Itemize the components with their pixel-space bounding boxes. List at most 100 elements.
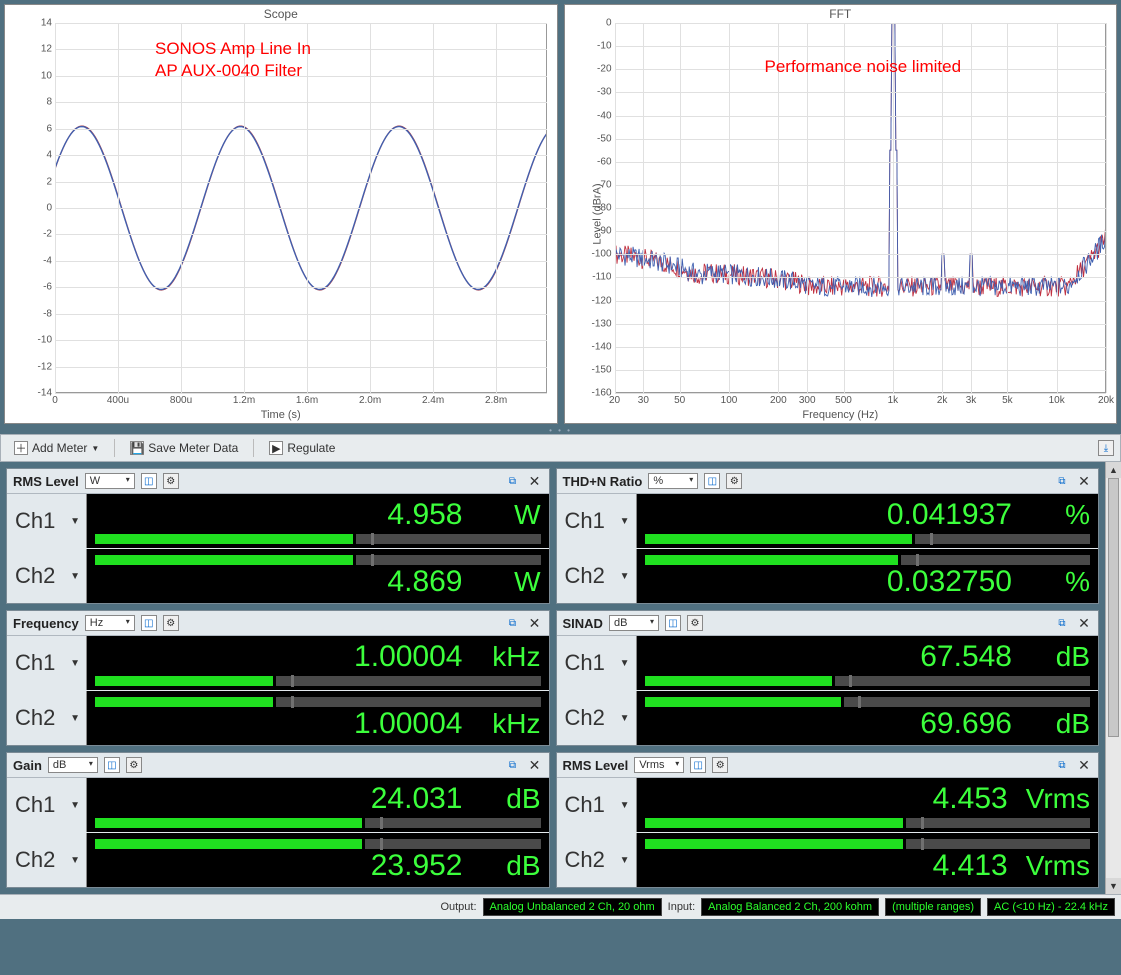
dropdown-caret-icon: ▼ [70,658,80,669]
channel-bargraph [95,839,541,849]
popout-icon[interactable]: ⧉ [1054,615,1070,631]
fft-xlabel: Frequency (Hz) [802,409,878,421]
channel-readout: 4.958W [87,494,549,548]
scrollbar-thumb[interactable] [1108,478,1119,737]
channel-label[interactable]: Ch1▼ [7,494,87,548]
popout-icon[interactable]: ⧉ [505,757,521,773]
channel-value: 4.869 [387,565,462,599]
input-status[interactable]: Analog Balanced 2 Ch, 200 kohm [701,898,879,916]
ytick: -10 [38,335,55,346]
xtick: 500 [835,393,852,406]
channel-readout: 4.453 Vrms [637,778,1099,832]
channel-unit: W [481,566,541,598]
channel-bargraph [95,697,541,707]
channel-label[interactable]: Ch2▼ [557,549,637,603]
status-bar: Output: Analog Unbalanced 2 Ch, 20 ohm I… [0,894,1121,919]
channel-label[interactable]: Ch2▼ [557,833,637,887]
close-icon[interactable]: ✕ [1076,473,1092,489]
xtick: 200 [770,393,787,406]
channel-label[interactable]: Ch2▼ [7,833,87,887]
close-icon[interactable]: ✕ [1076,757,1092,773]
channel-label[interactable]: Ch1▼ [7,636,87,690]
unit-select[interactable]: W▾ [85,473,135,489]
gear-icon[interactable]: ⚙ [163,615,179,631]
ytick: -60 [597,156,614,167]
unit-select[interactable]: dB▾ [609,615,659,631]
ytick: -30 [597,87,614,98]
popout-icon[interactable]: ⧉ [1054,757,1070,773]
meter-header: GaindB▾◫⚙⧉✕ [7,753,549,778]
close-icon[interactable]: ✕ [527,757,543,773]
channel-value: 4.453 [933,782,1008,816]
ytick: -80 [597,203,614,214]
gear-icon[interactable]: ⚙ [687,615,703,631]
chart-icon[interactable]: ◫ [704,473,720,489]
regulate-label: Regulate [287,441,335,455]
ytick: 8 [46,97,55,108]
channel-unit: Vrms [1026,783,1090,815]
regulate-button[interactable]: ▶ Regulate [262,438,342,458]
popout-icon[interactable]: ⧉ [505,615,521,631]
xtick: 50 [674,393,685,406]
channel-label[interactable]: Ch1▼ [557,636,637,690]
channel-readout: 0.041937% [637,494,1099,548]
popout-icon[interactable]: ⧉ [1054,473,1070,489]
channel-label[interactable]: Ch2▼ [557,691,637,745]
meter-header: SINADdB▾◫⚙⧉✕ [557,611,1099,636]
dropdown-caret-icon: ▼ [91,444,99,453]
fft-plot-area[interactable]: -160-150-140-130-120-110-100-90-80-70-60… [615,23,1107,393]
close-icon[interactable]: ✕ [527,615,543,631]
unit-select[interactable]: Vrms▾ [634,757,684,773]
channel-label[interactable]: Ch2▼ [7,549,87,603]
channel-value: 1.00004 [354,707,462,741]
channel-label[interactable]: Ch2▼ [7,691,87,745]
channel-label[interactable]: Ch1▼ [557,494,637,548]
meter-panel-sinad: SINADdB▾◫⚙⧉✕Ch1▼67.548dBCh2▼69.696dB [556,610,1100,746]
dropdown-caret-icon: ▼ [620,800,630,811]
channel-row: Ch1▼4.958W [7,494,549,548]
pin-icon[interactable]: ⤓ [1098,440,1114,456]
gear-icon[interactable]: ⚙ [712,757,728,773]
gear-icon[interactable]: ⚙ [163,473,179,489]
channel-label[interactable]: Ch1▼ [557,778,637,832]
channel-bargraph [645,839,1091,849]
output-status[interactable]: Analog Unbalanced 2 Ch, 20 ohm [483,898,662,916]
channel-readout: 67.548dB [637,636,1099,690]
ytick: 6 [46,123,55,134]
ranges-status[interactable]: (multiple ranges) [885,898,981,916]
meter-body: Ch1▼0.041937%Ch2▼0.032750% [557,494,1099,603]
gear-icon[interactable]: ⚙ [126,757,142,773]
dropdown-caret-icon: ▼ [620,658,630,669]
fft-annot: Performance noise limited [765,57,962,77]
chart-icon[interactable]: ◫ [141,473,157,489]
channel-row: Ch2▼23.952dB [7,833,549,887]
chart-icon[interactable]: ◫ [104,757,120,773]
close-icon[interactable]: ✕ [527,473,543,489]
xtick: 30 [638,393,649,406]
dropdown-caret-icon: ▼ [70,571,80,582]
scroll-up-arrow-icon[interactable]: ▲ [1106,462,1121,478]
chart-icon[interactable]: ◫ [665,615,681,631]
channel-readout: 1.00004kHz [87,691,549,745]
chart-icon[interactable]: ◫ [141,615,157,631]
gear-icon[interactable]: ⚙ [726,473,742,489]
dropdown-caret-icon: ▼ [620,855,630,866]
add-meter-button[interactable]: ＋ Add Meter ▼ [7,438,106,458]
unit-select[interactable]: dB▾ [48,757,98,773]
chart-icon[interactable]: ◫ [690,757,706,773]
popout-icon[interactable]: ⧉ [505,473,521,489]
coupling-status[interactable]: AC (<10 Hz) - 22.4 kHz [987,898,1115,916]
channel-unit: kHz [481,641,541,673]
unit-select[interactable]: %▾ [648,473,698,489]
unit-select[interactable]: Hz▾ [85,615,135,631]
play-icon: ▶ [269,441,283,455]
save-meter-data-button[interactable]: 💾 Save Meter Data [123,438,245,458]
vertical-scrollbar[interactable]: ▲ ▼ [1105,462,1121,894]
scroll-down-arrow-icon[interactable]: ▼ [1106,878,1121,894]
ytick: 12 [41,44,55,55]
xtick: 20k [1098,393,1114,406]
meter-title: RMS Level [563,758,629,773]
xtick: 20 [609,393,620,406]
close-icon[interactable]: ✕ [1076,615,1092,631]
channel-label[interactable]: Ch1▼ [7,778,87,832]
